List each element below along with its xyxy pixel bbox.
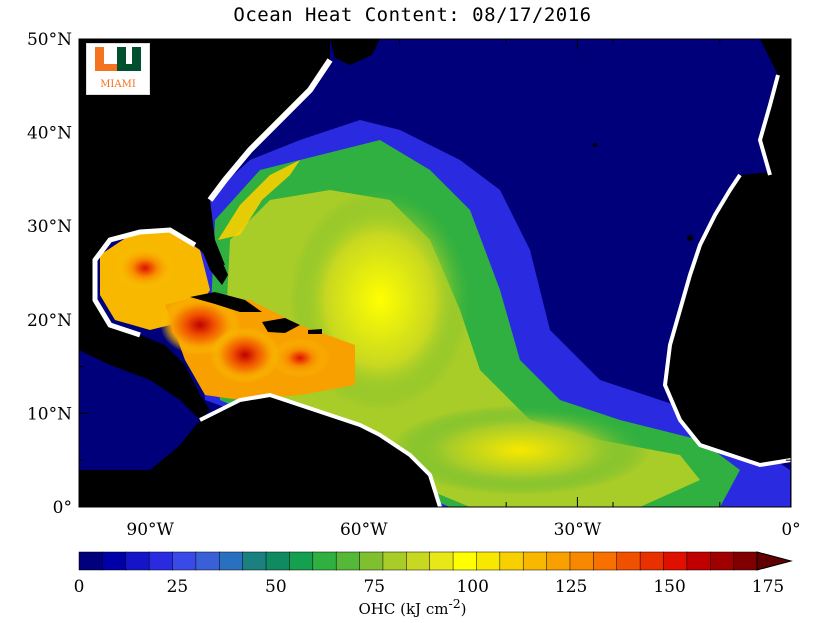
colorbar-tick-label: 0 bbox=[74, 577, 85, 597]
gulf-stream-band bbox=[218, 160, 300, 240]
x-tick-label: 90°W bbox=[126, 520, 174, 540]
colorbar-tick-label: 100 bbox=[456, 577, 488, 597]
land-canaries bbox=[687, 235, 693, 241]
colorbar-swatch bbox=[452, 551, 478, 571]
land-hispaniola bbox=[262, 318, 300, 333]
colorbar-swatch bbox=[172, 551, 197, 571]
nodata-fringe-gulf bbox=[92, 227, 197, 338]
map-title: Ocean Heat Content: 08/17/2016 bbox=[233, 4, 592, 26]
colorbar-swatch bbox=[148, 551, 174, 571]
colorbar-swatch bbox=[78, 551, 104, 571]
colorbar-swatch bbox=[499, 551, 524, 571]
y-axis: 50°N 40°N 30°N 20°N 10°N 0° bbox=[27, 30, 791, 518]
colorbar-tick-label: 175 bbox=[752, 577, 784, 597]
colorbar-title-superscript: -2 bbox=[448, 596, 461, 611]
y-tick-label: 20°N bbox=[27, 311, 72, 331]
land-puerto-rico bbox=[308, 329, 322, 334]
y-tick-label: 40°N bbox=[27, 124, 72, 144]
colorbar-swatch bbox=[242, 551, 267, 571]
colorbar-swatch bbox=[382, 551, 408, 571]
y-tick-label: 50°N bbox=[27, 30, 72, 50]
colorbar-swatch bbox=[102, 551, 127, 571]
gulf-hotspot bbox=[115, 246, 175, 290]
colorbar-swatch bbox=[429, 551, 454, 571]
colorbar-tick-label: 125 bbox=[555, 577, 587, 597]
university-logo: MIAMI bbox=[86, 43, 150, 95]
colorbar-swatch bbox=[125, 551, 150, 571]
nodata-fringe-north-america bbox=[207, 58, 333, 202]
logo-text: MIAMI bbox=[100, 79, 136, 90]
colorbar-swatch bbox=[686, 551, 711, 571]
colorbar-swatch bbox=[569, 551, 595, 571]
colorbar-swatch bbox=[476, 551, 501, 571]
colorbar-swatch bbox=[709, 551, 735, 571]
land-north-america bbox=[79, 39, 330, 420]
nodata-fringe-europe bbox=[757, 74, 780, 176]
land-azores bbox=[593, 143, 597, 147]
colorbar-tick-label: 25 bbox=[167, 577, 189, 597]
colorbar-swatch bbox=[663, 551, 688, 571]
map-area bbox=[79, 39, 791, 507]
colorbar-swatch bbox=[219, 551, 244, 571]
x-tick-label: 60°W bbox=[340, 520, 388, 540]
colorbar-swatch bbox=[546, 551, 571, 571]
land-europe bbox=[760, 39, 791, 175]
colorbar-swatch bbox=[639, 551, 665, 571]
colorbar-title-main: OHC (kJ cm bbox=[358, 600, 449, 618]
land-florida bbox=[200, 245, 228, 285]
nodata-fringe-south-america bbox=[199, 392, 442, 507]
colorbar-swatch bbox=[522, 551, 548, 571]
colorbar-swatch bbox=[593, 551, 618, 571]
ocean-yellow-equatorial bbox=[390, 405, 650, 495]
colorbar: 0 25 50 75 100 125 150 175 bbox=[74, 551, 793, 597]
colorbar-tick-label: 150 bbox=[653, 577, 685, 597]
x-axis: 90°W 60°W 30°W 0° bbox=[78, 39, 801, 540]
colorbar-title: OHC (kJ cm-2) bbox=[0, 596, 825, 618]
caribbean-hotspot-east bbox=[270, 338, 330, 378]
colorbar-swatch bbox=[616, 551, 641, 571]
y-tick-label: 10°N bbox=[27, 404, 72, 424]
y-tick-label: 30°N bbox=[27, 217, 72, 237]
x-tick-label: 30°W bbox=[554, 520, 602, 540]
colorbar-title-end: ) bbox=[460, 600, 467, 618]
colorbar-extend-arrow bbox=[756, 551, 793, 571]
logo-u-mark bbox=[95, 47, 141, 71]
caribbean-hotspot-central bbox=[210, 327, 280, 383]
y-tick-label: 0° bbox=[53, 498, 72, 518]
land-newfoundland bbox=[330, 39, 380, 65]
nodata-fringe-africa bbox=[662, 173, 791, 468]
colorbar-swatch bbox=[312, 551, 337, 571]
colorbar-swatch bbox=[406, 551, 431, 571]
x-tick-label: 0° bbox=[781, 520, 800, 540]
land-africa bbox=[665, 170, 791, 465]
colorbar-swatch bbox=[289, 551, 314, 571]
colorbar-swatch bbox=[335, 551, 361, 571]
colorbar-swatch bbox=[733, 551, 758, 571]
colorbar-swatch bbox=[195, 551, 221, 571]
colorbar-tick-label: 75 bbox=[363, 577, 385, 597]
colorbar-swatch bbox=[359, 551, 384, 571]
colorbar-swatch bbox=[265, 551, 291, 571]
land-cuba bbox=[190, 292, 262, 312]
colorbar-tick-label: 50 bbox=[265, 577, 287, 597]
